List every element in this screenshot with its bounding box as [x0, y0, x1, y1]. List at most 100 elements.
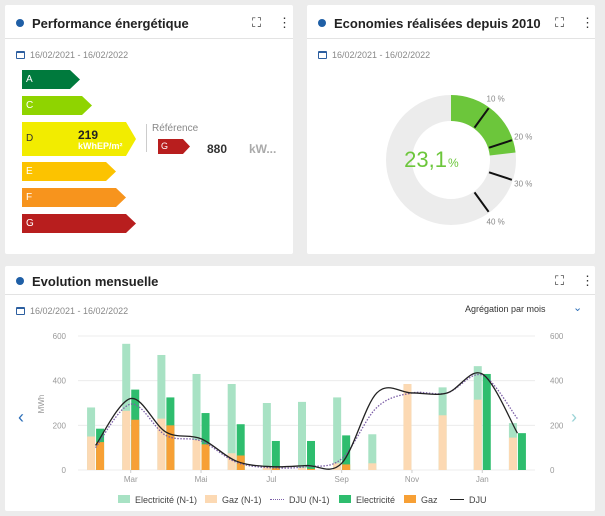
bar-gaz	[131, 419, 140, 470]
bar-electricit-n-1-	[157, 354, 166, 470]
calendar-icon	[16, 307, 25, 315]
gauge-ticks: 10 % 20 % 30 % 40 %	[473, 95, 532, 226]
gauge-tick	[488, 171, 513, 181]
card-title: Performance énergétique	[32, 16, 189, 31]
bar-gaz	[96, 442, 105, 470]
bar-gaz-n-1-	[298, 467, 306, 470]
legend-line	[270, 499, 284, 500]
x-tick-label: Jan	[476, 475, 489, 484]
bar-gaz-n-1-	[403, 384, 412, 470]
bar-gaz-n-1-	[438, 415, 447, 470]
bar-gaz-n-1-	[368, 463, 377, 470]
x-tick-label: Sep	[335, 475, 350, 484]
status-dot	[16, 277, 24, 285]
bar-gaz	[201, 444, 210, 470]
legend-electricity: Electricité	[339, 495, 395, 505]
y-tick-label: 0	[62, 466, 67, 475]
expand-icon[interactable]: ⛶	[555, 15, 565, 30]
savings-gauge: 10 % 20 % 30 % 40 % 23,1 %	[386, 95, 532, 226]
bar-gaz	[307, 468, 315, 470]
gauge-value: 23,1	[404, 147, 447, 172]
current-unit: kWhEP/m²	[78, 141, 123, 151]
reference-class-badge: G	[158, 139, 190, 154]
bar-electricit-n-1-	[333, 397, 342, 470]
y2-tick-label: 0	[550, 466, 555, 475]
legend-swatch	[339, 495, 351, 503]
bar-electricit-	[342, 435, 351, 470]
date-range: 16/02/2021 - 16/02/2022	[16, 306, 128, 316]
x-tick-label: Mar	[124, 475, 138, 484]
chevron-down-icon: ⌄	[573, 302, 583, 314]
bar-electricit-n-1-	[368, 434, 377, 470]
card-header: Evolution mensuelle ⛶ ⋮	[5, 266, 595, 295]
bar-gaz	[342, 464, 351, 470]
legend-dju-n1: DJU (N-1)	[270, 495, 330, 505]
bar-electricit-	[271, 440, 280, 470]
next-arrow-icon[interactable]: ›	[571, 407, 577, 427]
bar-gaz-n-1-	[262, 466, 271, 470]
card-title: Economies réalisées depuis 2010	[334, 16, 541, 31]
calendar-icon	[318, 51, 327, 59]
bar-electricit-n-1-	[262, 403, 271, 470]
legend-dju: DJU	[450, 495, 487, 505]
bar-gaz-n-1-	[87, 436, 96, 470]
y2-tick-label: 600	[550, 332, 564, 341]
bar-electricit-	[517, 433, 526, 470]
gauge-unit: %	[448, 156, 459, 170]
y-axis-label: MWh	[37, 395, 46, 414]
bar-gaz	[271, 467, 280, 470]
aggregation-select[interactable]: Agrégation par mois ⌄	[465, 302, 582, 314]
reference-label: Référence	[152, 123, 199, 134]
reference-unit: kW...	[249, 142, 277, 156]
gauge-tick-label: 10 %	[487, 95, 505, 104]
status-dot	[16, 19, 24, 27]
bar-gaz	[166, 425, 175, 470]
card-header: Economies réalisées depuis 2010 ⛶ ⋮	[307, 5, 595, 39]
reference-divider	[146, 124, 147, 152]
more-options-icon[interactable]: ⋮	[278, 15, 291, 30]
line-dju	[95, 372, 518, 470]
gauge-tick-label: 40 %	[487, 217, 505, 226]
aggregation-label: Agrégation par mois	[465, 304, 546, 314]
more-options-icon[interactable]: ⋮	[581, 15, 594, 30]
date-range: 16/02/2021 - 16/02/2022	[16, 50, 128, 60]
bar-electricit-n-1-	[298, 401, 306, 470]
bar-gaz-n-1-	[227, 453, 236, 470]
card-title: Evolution mensuelle	[32, 274, 159, 289]
y-tick-label: 400	[53, 377, 67, 386]
y2-tick-label: 200	[550, 421, 564, 430]
gauge-tick	[473, 107, 490, 129]
reference-value: 880	[207, 142, 228, 156]
date-range: 16/02/2021 - 16/02/2022	[318, 50, 430, 60]
expand-icon[interactable]: ⛶	[252, 15, 262, 30]
gauge-tick	[473, 191, 490, 213]
bar-gaz-n-1-	[508, 437, 517, 470]
expand-icon[interactable]: ⛶	[555, 273, 565, 288]
bar-gaz-n-1-	[122, 410, 131, 470]
current-value: 219	[78, 128, 99, 142]
legend-gas-n1: Gaz (N-1)	[205, 495, 262, 505]
gauge-tick-label: 20 %	[514, 133, 532, 142]
previous-arrow-icon[interactable]: ‹	[18, 407, 24, 427]
energy-band-d: D	[22, 122, 136, 156]
energy-band-f: F	[22, 188, 126, 207]
legend-gas: Gaz	[404, 495, 438, 505]
energy-band-c: C	[22, 96, 92, 115]
calendar-icon	[16, 51, 25, 59]
legend-swatch	[205, 495, 217, 503]
legend-electricity-n1: Electricité (N-1)	[118, 495, 197, 505]
legend-swatch	[118, 495, 130, 503]
legend-line	[450, 499, 464, 500]
y-tick-label: 200	[53, 421, 67, 430]
more-options-icon[interactable]: ⋮	[581, 273, 594, 288]
bar-electricit-n-1-	[192, 373, 201, 470]
bar-gaz-n-1-	[192, 439, 201, 470]
bar-electricit-	[482, 373, 491, 470]
bar-electricit-	[307, 440, 315, 470]
x-tick-label: Jul	[266, 475, 276, 484]
bar-electricit-n-1-	[227, 384, 236, 470]
card-header: Performance énergétique ⛶ ⋮	[5, 5, 293, 39]
legend-swatch	[404, 495, 416, 503]
bar-gaz-n-1-	[473, 399, 482, 470]
